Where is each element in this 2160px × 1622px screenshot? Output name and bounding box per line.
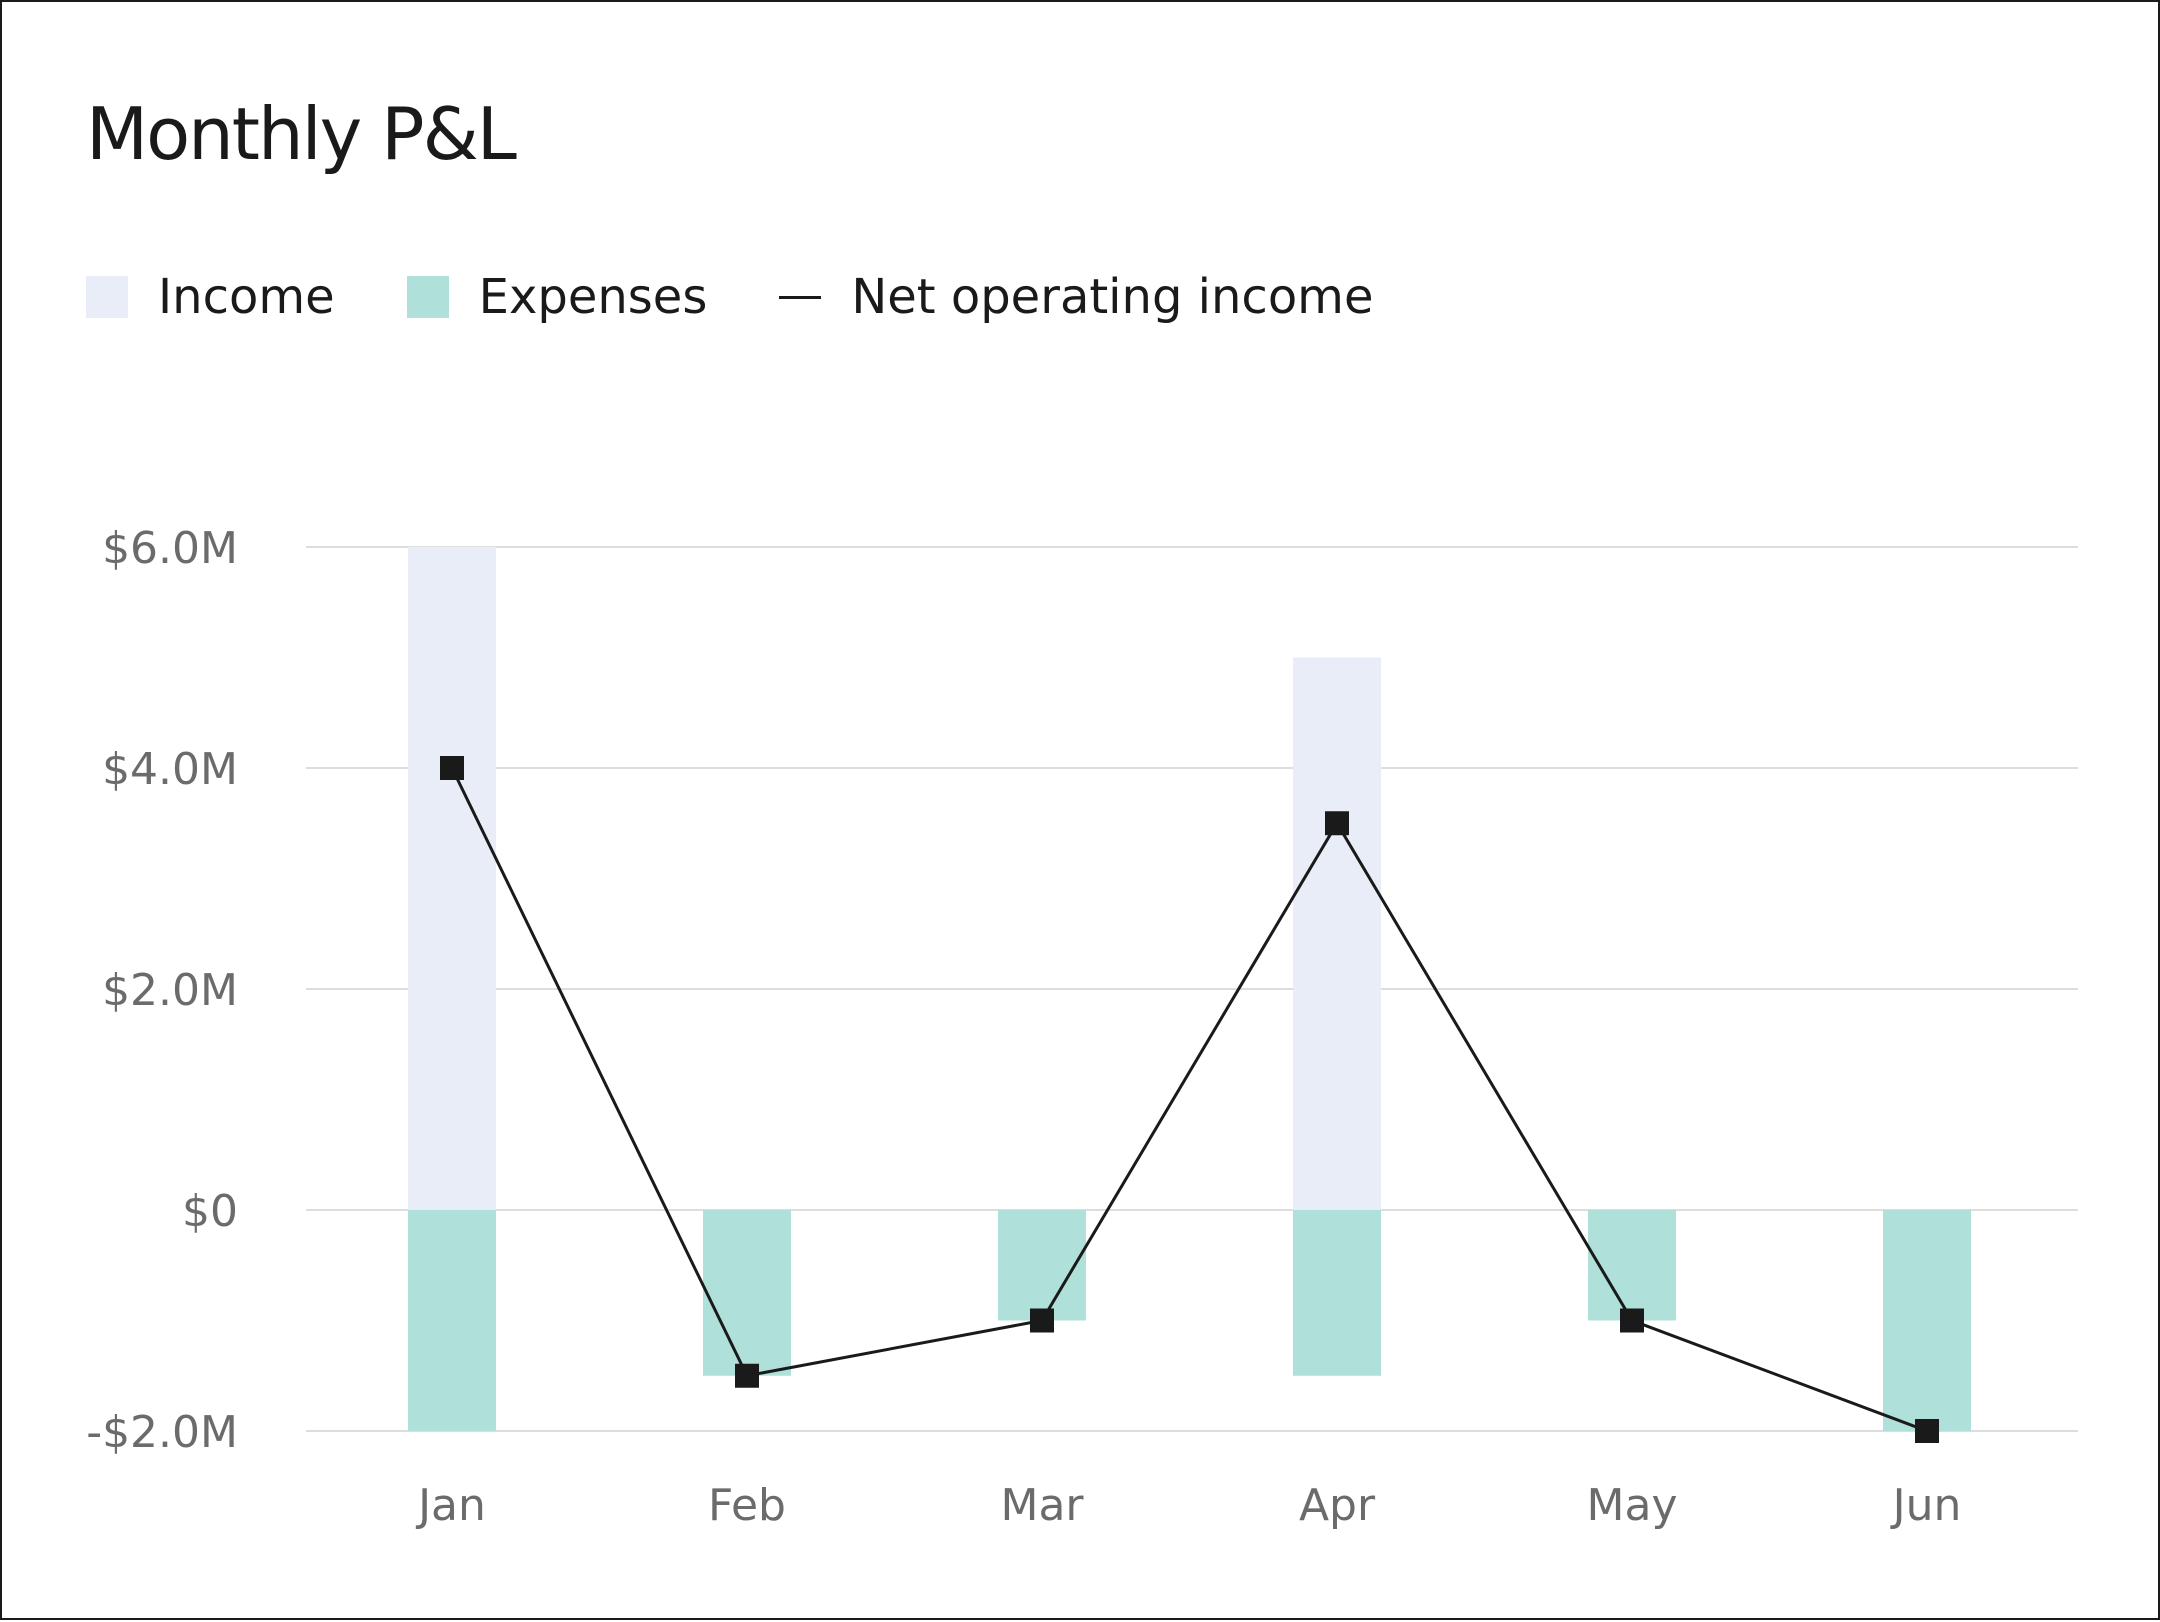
expenses-bar-jun bbox=[1883, 1210, 1971, 1431]
net-operating-income-marker-feb bbox=[735, 1363, 759, 1388]
legend-item-net-operating-income: Net operating income bbox=[779, 269, 1373, 325]
x-tick-label: Jun bbox=[1890, 1480, 1962, 1531]
legend-swatch-income bbox=[86, 276, 128, 318]
legend-item-expenses: Expenses bbox=[406, 269, 708, 325]
legend-label-net-operating-income: Net operating income bbox=[851, 269, 1374, 325]
y-tick-label: -$2.0M bbox=[86, 1407, 238, 1458]
x-tick-label: Jan bbox=[415, 1480, 486, 1531]
x-tick-label: Apr bbox=[1299, 1480, 1376, 1531]
expenses-bar-apr bbox=[1293, 1210, 1381, 1376]
expenses-bar-feb bbox=[703, 1210, 791, 1376]
net-operating-income-marker-jun bbox=[1915, 1419, 1939, 1443]
legend-line-net-operating-income bbox=[779, 295, 822, 299]
legend-item-income: Income bbox=[86, 269, 335, 325]
net-operating-income-marker-may bbox=[1620, 1308, 1644, 1333]
y-tick-label: $2.0M bbox=[102, 965, 238, 1016]
legend: Income Expenses Net operating income bbox=[86, 268, 1445, 326]
net-operating-income-marker-jan bbox=[440, 756, 464, 780]
y-tick-label: $4.0M bbox=[102, 744, 238, 795]
x-tick-label: Mar bbox=[1000, 1480, 1084, 1531]
legend-swatch-expenses bbox=[406, 276, 449, 318]
x-tick-label: Feb bbox=[708, 1480, 786, 1531]
expenses-bar-mar bbox=[998, 1210, 1086, 1321]
net-operating-income-line bbox=[450, 767, 1928, 1433]
legend-label-income: Income bbox=[158, 269, 335, 325]
legend-label-expenses: Expenses bbox=[478, 269, 708, 325]
net-operating-income-marker-mar bbox=[1030, 1308, 1054, 1333]
y-tick-label: $0 bbox=[182, 1186, 238, 1237]
chart-title: Monthly P&L bbox=[86, 92, 517, 176]
y-tick-label: $6.0M bbox=[102, 523, 238, 574]
x-tick-label: May bbox=[1587, 1480, 1678, 1531]
expenses-bar-jan bbox=[408, 1210, 496, 1431]
income-bar-apr bbox=[1293, 657, 1381, 1210]
net-operating-income-marker-apr bbox=[1325, 811, 1349, 836]
expenses-bar-may bbox=[1588, 1210, 1676, 1321]
income-bar-jan bbox=[408, 547, 496, 1210]
